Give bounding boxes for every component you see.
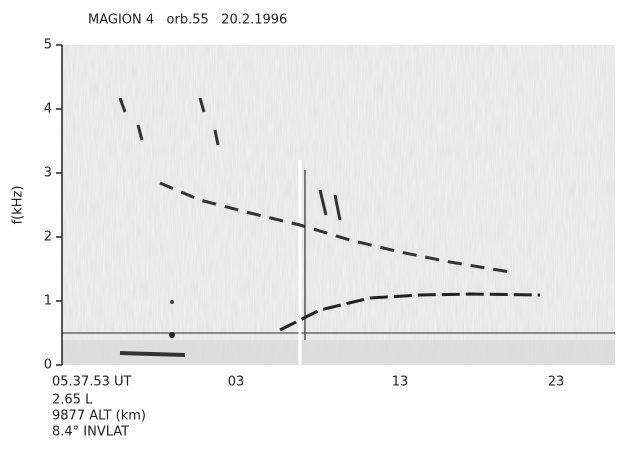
chart-title: MAGION 4 orb.55 20.2.1996 — [88, 13, 287, 28]
annotation: 2.65 L — [52, 393, 93, 408]
y-tick-label: 5 — [44, 38, 52, 53]
x-tick-label: 23 — [548, 375, 565, 390]
spectrogram — [62, 45, 615, 365]
annotation: 9877 ALT (km) — [52, 409, 146, 424]
x-tick-label: 05.37.53 UT — [52, 375, 132, 390]
y-axis-label: f(kHz) — [11, 186, 26, 225]
y-tick-label: 0 — [44, 358, 52, 373]
x-tick-label: 03 — [228, 375, 245, 390]
annotation: 8.4° INVLAT — [52, 425, 129, 440]
y-tick-label: 2 — [44, 230, 52, 245]
y-tick-label: 4 — [44, 102, 52, 117]
y-tick-label: 1 — [44, 294, 52, 309]
y-tick-label: 3 — [44, 166, 52, 181]
x-tick-label: 13 — [392, 375, 409, 390]
